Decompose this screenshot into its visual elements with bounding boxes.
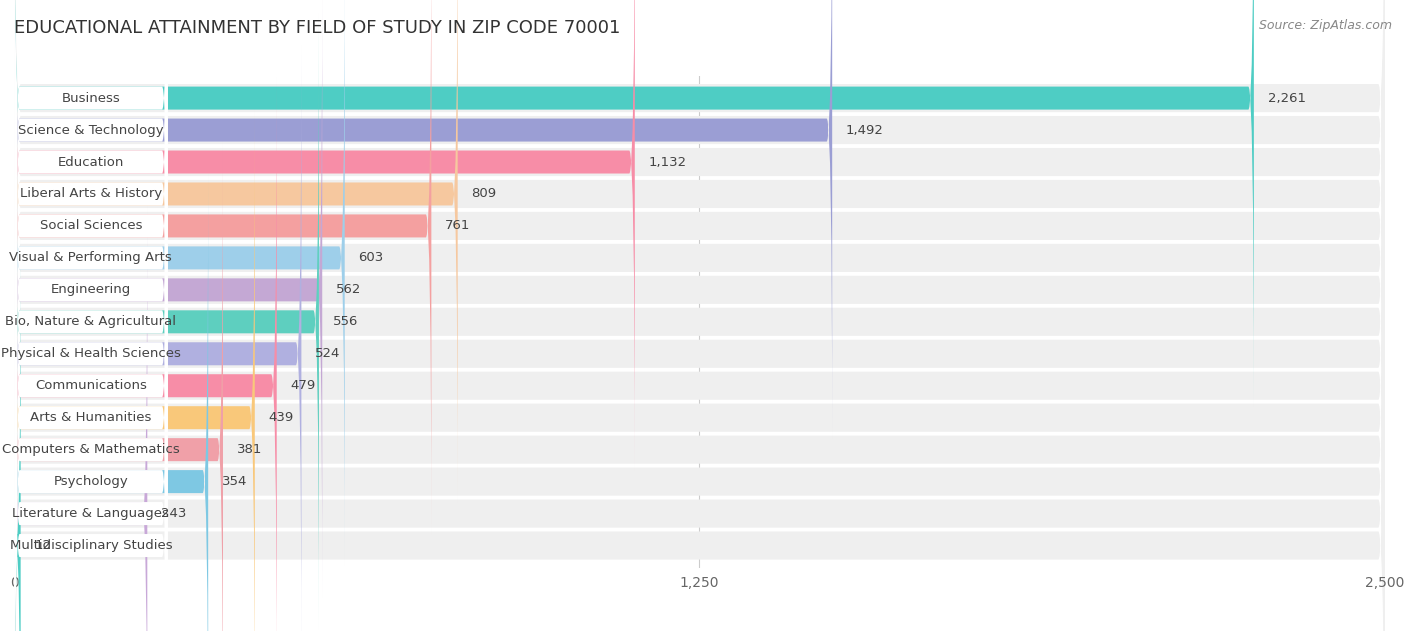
FancyBboxPatch shape <box>14 14 319 630</box>
FancyBboxPatch shape <box>14 237 21 631</box>
Text: Visual & Performing Arts: Visual & Performing Arts <box>10 251 172 264</box>
Text: 603: 603 <box>359 251 384 264</box>
Text: 562: 562 <box>336 283 361 297</box>
FancyBboxPatch shape <box>14 0 1385 596</box>
Text: 479: 479 <box>291 379 316 392</box>
FancyBboxPatch shape <box>14 174 208 631</box>
FancyBboxPatch shape <box>14 45 167 631</box>
Text: Psychology: Psychology <box>53 475 128 488</box>
Text: 1,132: 1,132 <box>648 155 686 168</box>
Text: 243: 243 <box>162 507 187 520</box>
FancyBboxPatch shape <box>14 0 1385 631</box>
Text: Science & Technology: Science & Technology <box>18 124 163 136</box>
FancyBboxPatch shape <box>14 141 224 631</box>
FancyBboxPatch shape <box>14 0 1385 531</box>
FancyBboxPatch shape <box>14 0 432 534</box>
FancyBboxPatch shape <box>14 206 148 631</box>
FancyBboxPatch shape <box>14 0 1385 627</box>
FancyBboxPatch shape <box>14 237 167 631</box>
FancyBboxPatch shape <box>14 0 167 438</box>
FancyBboxPatch shape <box>14 0 167 502</box>
FancyBboxPatch shape <box>14 0 167 598</box>
FancyBboxPatch shape <box>14 0 1385 563</box>
Text: Liberal Arts & History: Liberal Arts & History <box>20 187 162 201</box>
FancyBboxPatch shape <box>14 0 167 406</box>
Text: 809: 809 <box>471 187 496 201</box>
FancyBboxPatch shape <box>14 206 167 631</box>
FancyBboxPatch shape <box>14 14 167 630</box>
FancyBboxPatch shape <box>14 0 832 438</box>
FancyBboxPatch shape <box>14 0 167 470</box>
FancyBboxPatch shape <box>14 174 167 631</box>
Text: Multidisciplinary Studies: Multidisciplinary Studies <box>10 539 172 552</box>
FancyBboxPatch shape <box>14 0 634 470</box>
Text: Source: ZipAtlas.com: Source: ZipAtlas.com <box>1258 19 1392 32</box>
FancyBboxPatch shape <box>14 78 167 631</box>
Text: Education: Education <box>58 155 124 168</box>
Text: EDUCATIONAL ATTAINMENT BY FIELD OF STUDY IN ZIP CODE 70001: EDUCATIONAL ATTAINMENT BY FIELD OF STUDY… <box>14 19 620 37</box>
FancyBboxPatch shape <box>14 80 1385 631</box>
FancyBboxPatch shape <box>14 112 1385 631</box>
FancyBboxPatch shape <box>14 141 167 631</box>
Text: Engineering: Engineering <box>51 283 131 297</box>
Text: 12: 12 <box>34 539 52 552</box>
Text: 381: 381 <box>236 443 262 456</box>
FancyBboxPatch shape <box>14 0 1254 406</box>
FancyBboxPatch shape <box>14 0 458 502</box>
FancyBboxPatch shape <box>14 0 1385 631</box>
FancyBboxPatch shape <box>14 0 1385 468</box>
FancyBboxPatch shape <box>14 48 1385 631</box>
Text: Social Sciences: Social Sciences <box>39 220 142 232</box>
Text: 354: 354 <box>222 475 247 488</box>
Text: Computers & Mathematics: Computers & Mathematics <box>1 443 180 456</box>
Text: Physical & Health Sciences: Physical & Health Sciences <box>1 347 181 360</box>
Text: Bio, Nature & Agricultural: Bio, Nature & Agricultural <box>6 316 176 328</box>
FancyBboxPatch shape <box>14 45 301 631</box>
Text: 1,492: 1,492 <box>846 124 884 136</box>
Text: 524: 524 <box>315 347 340 360</box>
FancyBboxPatch shape <box>14 16 1385 631</box>
FancyBboxPatch shape <box>14 110 254 631</box>
FancyBboxPatch shape <box>14 0 1385 631</box>
Text: Literature & Languages: Literature & Languages <box>13 507 169 520</box>
FancyBboxPatch shape <box>14 0 167 534</box>
Text: 761: 761 <box>446 220 471 232</box>
Text: Communications: Communications <box>35 379 146 392</box>
FancyBboxPatch shape <box>14 78 277 631</box>
Text: 556: 556 <box>333 316 359 328</box>
FancyBboxPatch shape <box>14 0 344 566</box>
Text: 439: 439 <box>269 411 294 424</box>
FancyBboxPatch shape <box>14 176 1385 631</box>
FancyBboxPatch shape <box>14 110 167 631</box>
FancyBboxPatch shape <box>14 144 1385 631</box>
Text: 2,261: 2,261 <box>1268 91 1306 105</box>
Text: Business: Business <box>62 91 120 105</box>
FancyBboxPatch shape <box>14 0 1385 500</box>
Text: Arts & Humanities: Arts & Humanities <box>30 411 152 424</box>
FancyBboxPatch shape <box>14 0 167 566</box>
FancyBboxPatch shape <box>14 0 322 598</box>
